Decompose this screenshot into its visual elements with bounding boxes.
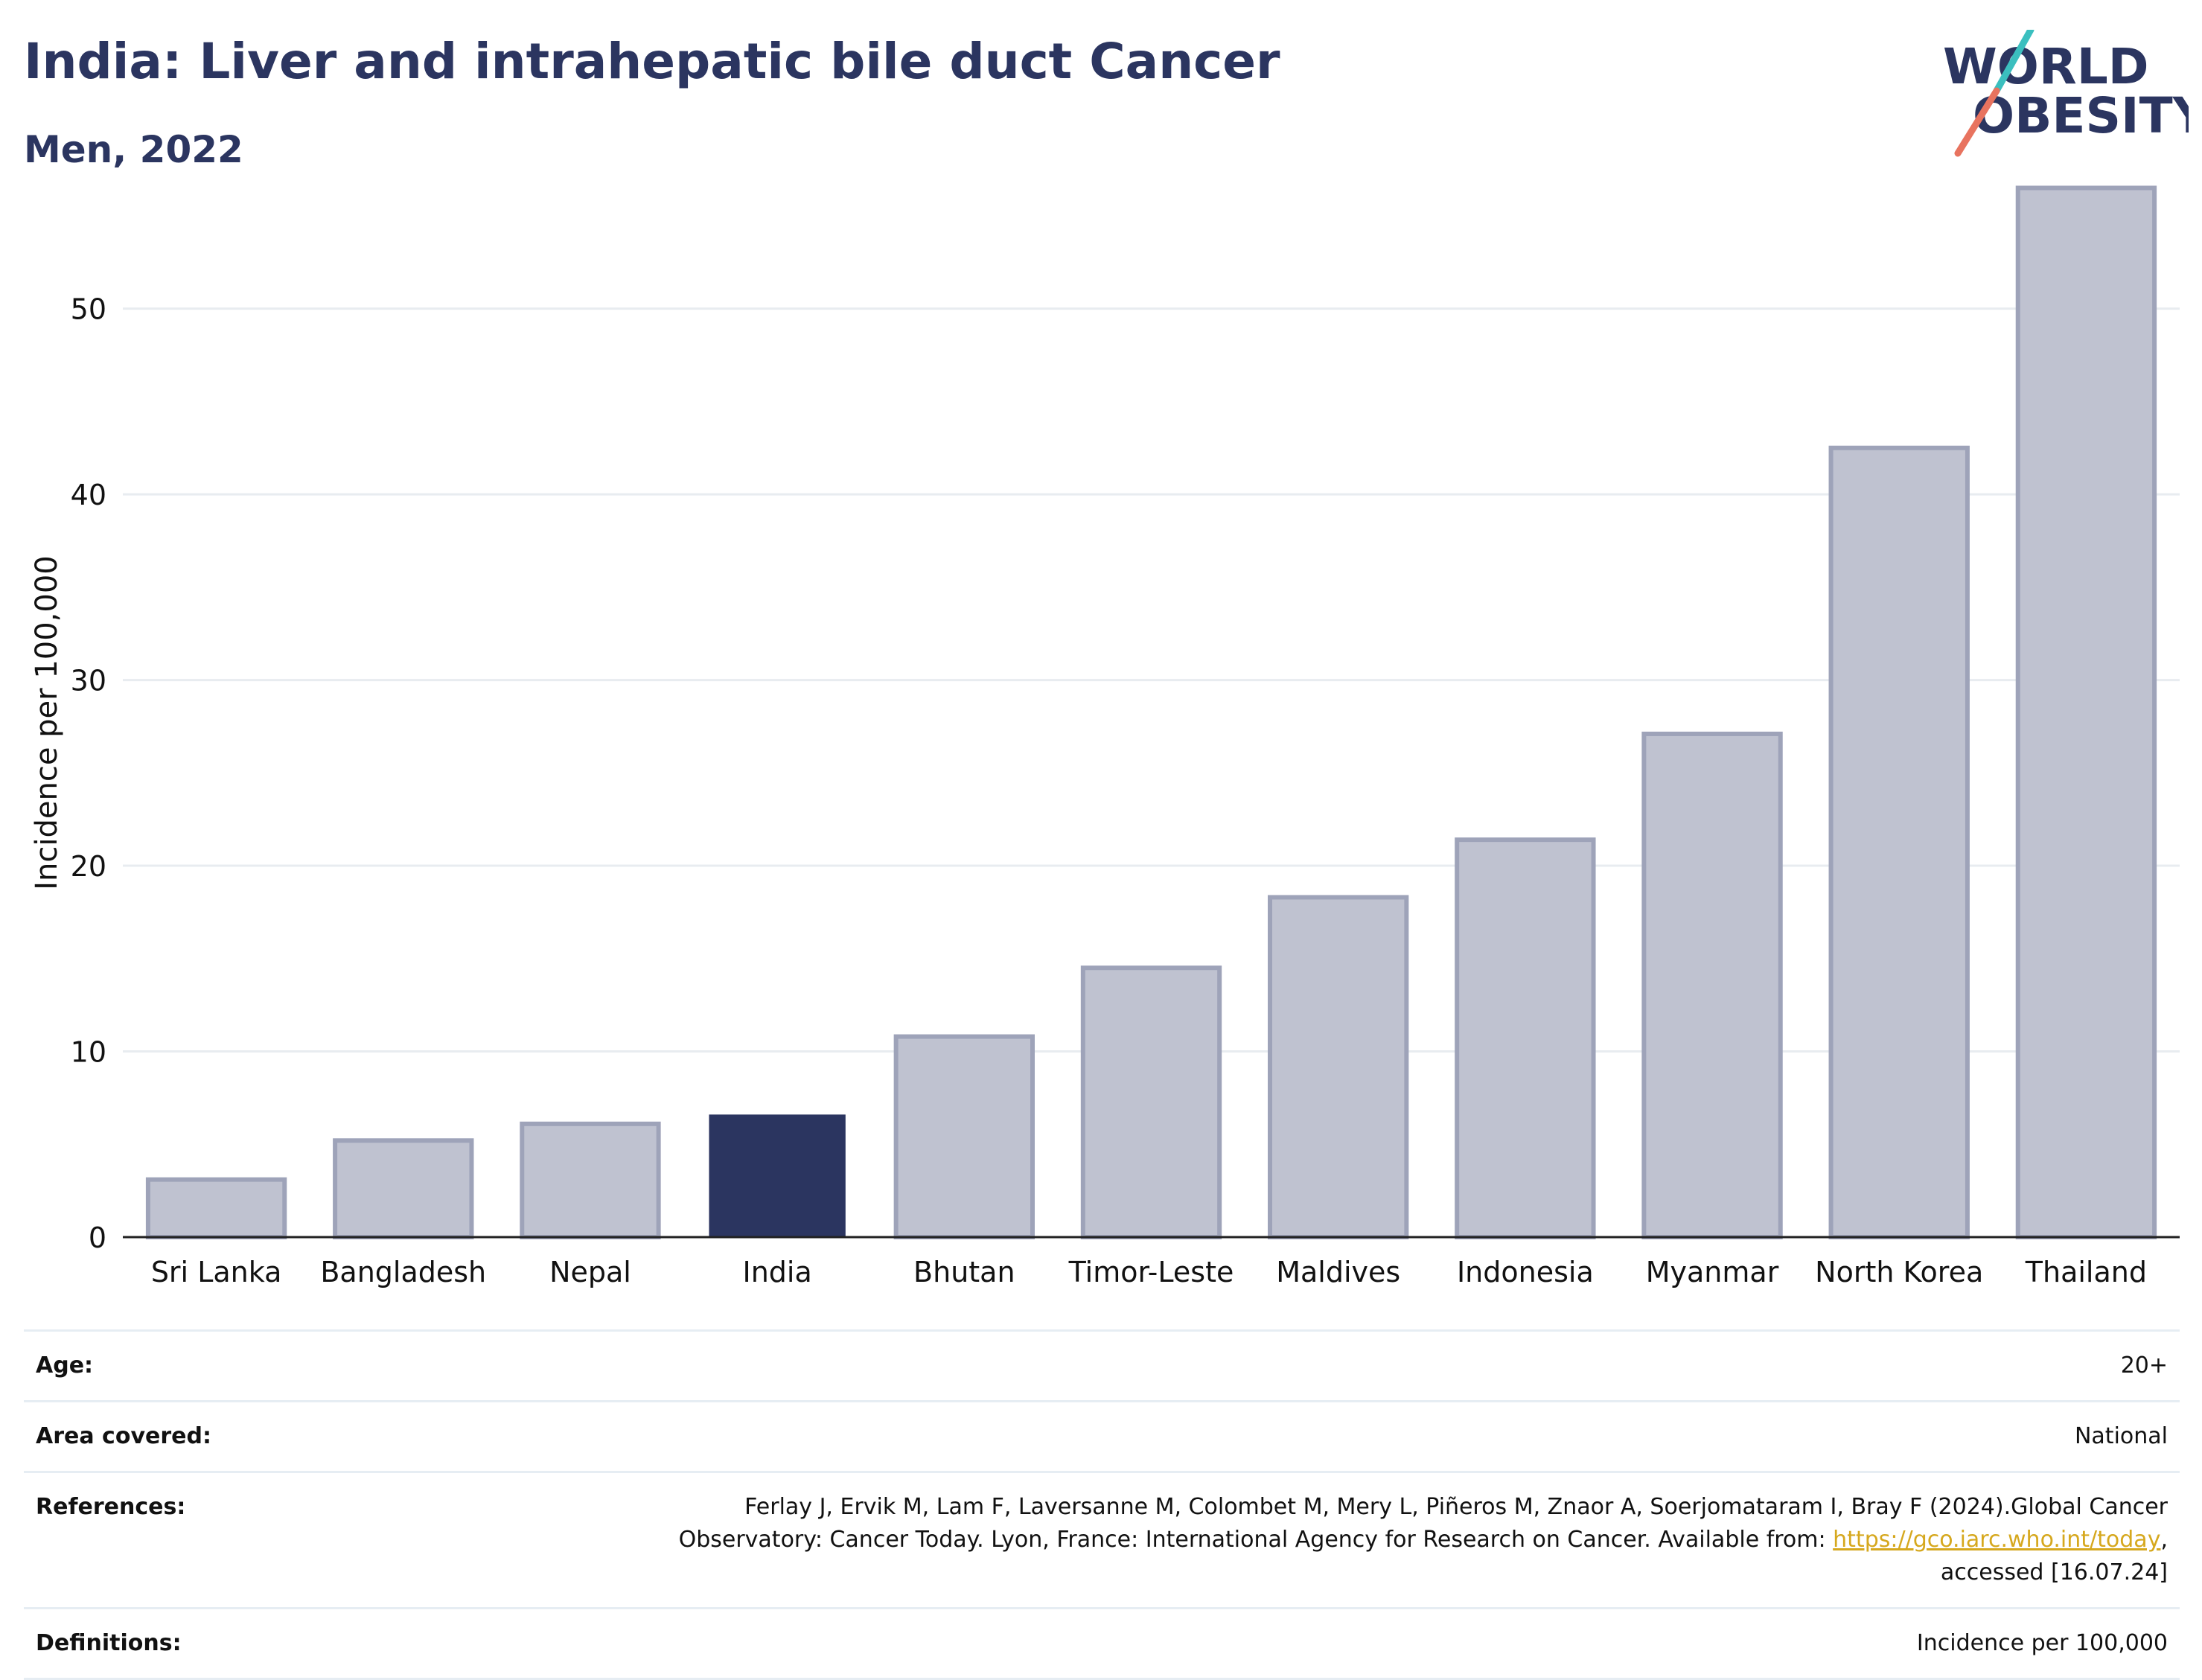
age-label: Age:	[24, 1329, 345, 1402]
info-row-references: References: Ferlay J, Ervik M, Lam F, La…	[24, 1471, 2180, 1609]
bar-sri-lanka	[145, 1177, 287, 1240]
x-tick-label: Indonesia	[1457, 1256, 1594, 1288]
x-tick-label: Bhutan	[913, 1256, 1015, 1288]
bar-india	[709, 1114, 846, 1237]
logo-slash-teal	[1993, 30, 2035, 95]
chart-title: India: Liver and intrahepatic bile duct …	[24, 33, 1280, 90]
logo-slash-coral	[1954, 87, 2000, 157]
chart-subtitle: Men, 2022	[24, 128, 243, 171]
x-tick-label: India	[743, 1256, 812, 1288]
world-obesity-logo: WORLD OBESITY	[1943, 30, 2189, 157]
y-tick-label: 10	[71, 1036, 106, 1069]
references-value: Ferlay J, Ervik M, Lam F, Laversanne M, …	[345, 1471, 2180, 1609]
bar-myanmar	[1641, 731, 1783, 1239]
y-tick-label: 40	[71, 479, 106, 511]
bar-chart: 0 10 20 30 40 50 Sri Lanka Bangladesh Nepal Indi…	[30, 185, 2180, 1288]
info-row-area: Area covered: National	[24, 1400, 2180, 1473]
info-row-definitions: Definitions: Incidence per 100,000	[24, 1607, 2180, 1680]
bar-indonesia	[1455, 837, 1596, 1239]
bar-thailand	[2015, 185, 2157, 1240]
age-value: 20+	[345, 1329, 2180, 1402]
x-axis-ticks: Sri Lanka Bangladesh Nepal India Bhutan Timor…	[151, 1256, 2147, 1288]
definitions-value: Incidence per 100,000	[345, 1607, 2180, 1680]
area-label: Area covered:	[24, 1400, 345, 1473]
bar-bhutan	[893, 1034, 1035, 1240]
bar-nepal	[520, 1121, 661, 1239]
references-line1: Ferlay J, Ervik M, Lam F, Laversanne M, …	[744, 1494, 2168, 1520]
bar-north-korea	[1828, 445, 1970, 1239]
logo-word-obesity: OBESITY	[1973, 87, 2189, 144]
references-comma: ,	[2160, 1527, 2168, 1553]
bar-timor-leste	[1080, 965, 1222, 1240]
y-axis-label: Incidence per 100,000	[30, 555, 64, 890]
definitions-label: Definitions:	[24, 1607, 345, 1680]
x-tick-label: North Korea	[1815, 1256, 1983, 1288]
y-tick-label: 50	[71, 293, 106, 326]
x-tick-label: Nepal	[549, 1256, 631, 1288]
bars	[145, 185, 2157, 1240]
references-line2: Observatory: Cancer Today. Lyon, France:…	[678, 1527, 1834, 1553]
bar-maldives	[1268, 895, 1409, 1239]
info-row-age: Age: 20+	[24, 1329, 2180, 1402]
x-tick-label: Bangladesh	[320, 1256, 486, 1288]
x-tick-label: Myanmar	[1646, 1256, 1779, 1288]
area-value: National	[345, 1400, 2180, 1473]
references-label: References:	[24, 1471, 345, 1609]
logo-word-world: WORLD	[1943, 38, 2149, 95]
references-link[interactable]: https://gco.iarc.who.int/today	[1833, 1527, 2161, 1553]
y-tick-label: 0	[89, 1221, 106, 1254]
y-tick-label: 30	[71, 665, 106, 697]
x-tick-label: Maldives	[1276, 1256, 1400, 1288]
y-axis-ticks: 0 10 20 30 40 50	[71, 293, 106, 1254]
x-tick-label: Timor-Leste	[1068, 1256, 1234, 1288]
bar-bangladesh	[333, 1138, 474, 1239]
x-tick-label: Sri Lanka	[151, 1256, 282, 1288]
y-tick-label: 20	[71, 850, 106, 883]
references-line3: accessed [16.07.24]	[1940, 1559, 2168, 1585]
info-table: Age: 20+ Area covered: National Referenc…	[24, 1329, 2180, 1680]
x-tick-label: Thailand	[2025, 1256, 2147, 1288]
